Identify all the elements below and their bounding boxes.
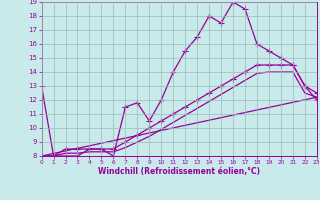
X-axis label: Windchill (Refroidissement éolien,°C): Windchill (Refroidissement éolien,°C) bbox=[98, 167, 260, 176]
